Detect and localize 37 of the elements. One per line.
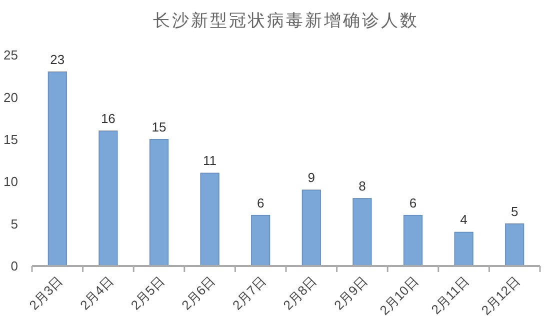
bar [505,223,524,266]
bar [251,214,270,266]
data-label: 4 [460,212,468,228]
data-label: 15 [152,119,166,134]
chart-title: 长沙新型冠状病毒新增确诊人数 [153,11,419,30]
bar [149,139,169,266]
x-tick-label: 2月8日 [280,274,320,313]
data-label: 11 [203,153,217,168]
bar [48,71,67,266]
x-tick-label: 2月6日 [178,274,218,313]
bar [200,172,220,266]
bar [98,130,118,266]
y-tick-label: 10 [4,174,18,190]
data-label: 16 [100,110,116,126]
bar [352,198,372,266]
x-tick-label: 2月7日 [230,274,269,313]
bar [454,232,474,266]
data-label: 6 [256,195,264,210]
y-tick-label: 25 [4,48,18,63]
y-tick-label: 20 [4,90,18,105]
y-tick-label: 15 [4,132,18,147]
x-tick-label: 2月12日 [478,274,523,318]
data-label: 9 [308,170,316,186]
x-tick-label: 2月11日 [428,274,472,318]
x-tick-label: 2月9日 [331,274,370,313]
data-label: 6 [409,195,417,210]
y-tick-label: 0 [10,258,18,274]
data-label: 23 [50,52,65,67]
data-label: 8 [358,178,366,194]
x-tick-label: 2月10日 [376,274,422,318]
x-tick-label: 2月3日 [26,274,66,313]
data-label: 5 [510,204,518,219]
x-tick-label: 2月4日 [77,274,116,313]
x-tick-label: 2月5日 [128,274,168,313]
y-tick-label: 5 [10,216,18,232]
bar [403,214,423,266]
bar [302,190,321,266]
